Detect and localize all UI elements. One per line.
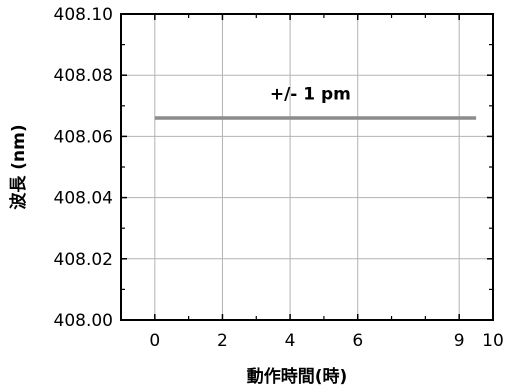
annotation-layer: +/- 1 pm (270, 85, 351, 105)
x-axis-title: 動作時間(時) (247, 366, 348, 387)
x-tick-label: 4 (285, 331, 296, 351)
tick-marks (120, 13, 494, 321)
y-tick-label: 408.00 (54, 311, 113, 331)
x-tick-label: 6 (352, 331, 363, 351)
x-tick-label: 10 (482, 331, 504, 351)
y-tick-labels: 408.00 408.02 408.04 408.06 408.08 408.10 (54, 5, 113, 331)
y-tick-label: 408.04 (54, 189, 113, 209)
y-tick-label: 408.06 (54, 127, 113, 147)
y-tick-label: 408.08 (54, 66, 113, 86)
x-tick-label: 9 (454, 331, 465, 351)
y-tick-label: 408.02 (54, 250, 113, 270)
x-tick-labels: 0 2 4 6 9 10 (149, 331, 503, 351)
x-tick-label: 2 (217, 331, 228, 351)
y-tick-label: 408.10 (54, 5, 113, 25)
x-tick-label: 0 (149, 331, 160, 351)
y-axis-title: 波長 (nm) (8, 124, 29, 209)
annotation-label: +/- 1 pm (270, 85, 351, 105)
